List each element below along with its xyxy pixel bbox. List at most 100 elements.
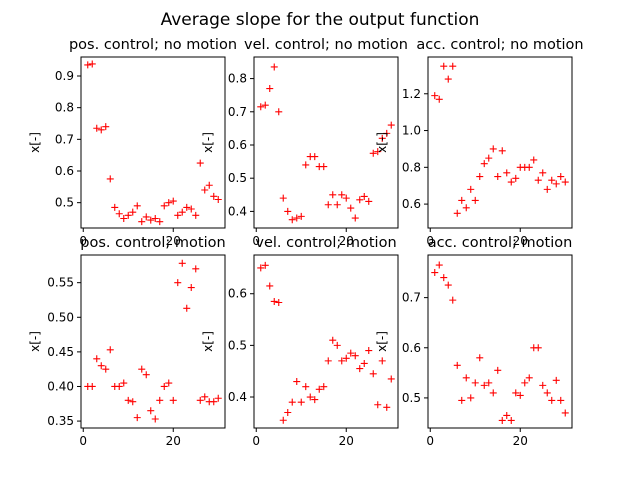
x-tick-label: 20	[166, 434, 181, 448]
data-point	[169, 197, 177, 205]
x-tick-label: 20	[513, 434, 528, 448]
y-axis-label: x[-]	[375, 331, 389, 352]
data-point	[257, 264, 265, 272]
y-tick-label: 0.35	[47, 414, 74, 428]
data-point	[183, 304, 191, 312]
data-point	[530, 156, 538, 164]
y-tick-label: 1.2	[402, 87, 421, 101]
data-point	[498, 147, 506, 155]
data-point	[142, 371, 150, 379]
data-point	[360, 359, 368, 367]
data-point	[476, 354, 484, 362]
data-point	[387, 121, 395, 129]
data-point	[106, 346, 114, 354]
data-point	[534, 344, 542, 352]
data-point	[383, 403, 391, 411]
data-point	[365, 347, 373, 355]
y-tick-label: 0.45	[47, 345, 74, 359]
x-tick-label: 0	[426, 234, 434, 248]
data-point	[88, 382, 96, 390]
data-point	[279, 194, 287, 202]
data-point	[365, 197, 373, 205]
data-point	[196, 159, 204, 167]
data-point	[288, 216, 296, 224]
data-point	[205, 181, 213, 189]
data-point	[351, 352, 359, 360]
plot-frame	[253, 56, 399, 229]
data-point	[435, 95, 443, 103]
data-point	[257, 103, 265, 111]
data-point	[124, 211, 132, 219]
y-tick-label: 0.4	[228, 390, 247, 404]
data-point	[210, 192, 218, 200]
data-point	[320, 163, 328, 171]
data-point	[120, 379, 128, 387]
data-point	[210, 398, 218, 406]
data-point	[115, 382, 123, 390]
data-point	[342, 194, 350, 202]
data-point	[525, 163, 533, 171]
data-point	[261, 261, 269, 269]
data-point	[498, 416, 506, 424]
data-point	[196, 396, 204, 404]
data-point	[347, 349, 355, 357]
data-point	[525, 374, 533, 382]
data-point	[449, 62, 457, 70]
data-point	[284, 409, 292, 417]
data-point	[88, 60, 96, 68]
data-point	[512, 389, 520, 397]
y-axis-label: x[-]	[201, 132, 215, 153]
data-point	[534, 176, 542, 184]
y-tick-label: 1.0	[402, 124, 421, 138]
data-point	[133, 414, 141, 422]
data-point	[561, 178, 569, 186]
y-tick-label: 0.4	[228, 204, 247, 218]
data-point	[275, 299, 283, 307]
data-point	[440, 274, 448, 282]
subplot-title: acc. control; motion	[428, 235, 573, 251]
y-tick-label: 0.40	[47, 379, 74, 393]
y-tick-label: 0.5	[55, 196, 74, 210]
data-point	[342, 354, 350, 362]
data-point	[351, 214, 359, 222]
data-point	[165, 379, 173, 387]
data-point	[106, 175, 114, 183]
y-tick-label: 0.5	[228, 338, 247, 352]
data-point	[102, 123, 110, 131]
data-point	[124, 396, 132, 404]
data-point	[147, 216, 155, 224]
plot-frame	[427, 56, 573, 229]
y-tick-label: 0.5	[402, 391, 421, 405]
data-point	[333, 341, 341, 349]
data-point	[302, 383, 310, 391]
data-point	[356, 365, 364, 373]
data-point	[306, 393, 314, 401]
y-tick-label: 0.8	[55, 101, 74, 115]
data-point	[111, 203, 119, 211]
y-tick-label: 0.55	[47, 276, 74, 290]
subplot-1: 0 20 0.5 0.6 0.7 0.8 0.9 x[-]	[28, 56, 226, 248]
data-point	[561, 409, 569, 417]
data-point	[539, 381, 547, 389]
data-point	[270, 297, 278, 305]
subplot-2: 0 20 0.4 0.5 0.6 0.7 0.8 x[-]	[201, 56, 399, 248]
data-point	[201, 393, 209, 401]
data-point	[374, 148, 382, 156]
y-tick-label: 0.6	[402, 197, 421, 211]
subplot-3: 0 20 0.6 0.8 1.0 1.2 x[-]	[375, 56, 573, 248]
data-point	[293, 214, 301, 222]
data-point	[431, 269, 439, 277]
data-point	[360, 192, 368, 200]
subplot-5: 0 20 0.4 0.5 0.6 x[-]	[201, 254, 399, 448]
subplot-4: 0 20 0.35 0.40 0.45 0.50 0.55 x[-]	[28, 254, 226, 448]
data-point	[324, 357, 332, 365]
y-tick-label: 0.6	[402, 341, 421, 355]
data-point	[302, 161, 310, 169]
plot-frame	[80, 254, 226, 429]
data-point	[266, 282, 274, 290]
data-point	[471, 196, 479, 204]
data-point	[503, 411, 511, 419]
data-point	[431, 92, 439, 100]
data-point	[329, 191, 337, 199]
